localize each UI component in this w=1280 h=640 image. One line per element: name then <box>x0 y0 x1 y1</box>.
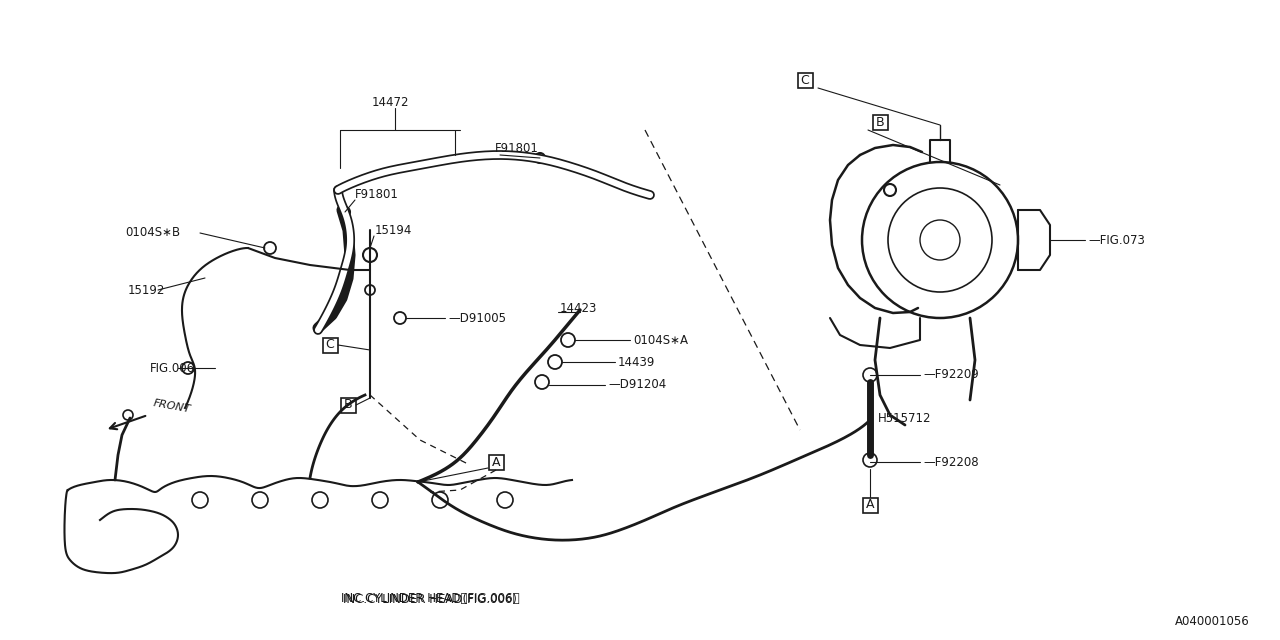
Text: A: A <box>865 499 874 511</box>
Text: —D91005: —D91005 <box>448 312 506 324</box>
Text: 15194: 15194 <box>375 223 412 237</box>
Circle shape <box>863 368 877 382</box>
Text: 0104S∗B: 0104S∗B <box>125 227 180 239</box>
Text: A040001056: A040001056 <box>1175 615 1251 628</box>
Circle shape <box>535 153 545 163</box>
Text: B: B <box>876 115 884 129</box>
Circle shape <box>340 207 349 217</box>
Text: FRONT: FRONT <box>152 399 191 415</box>
Text: INC.CYLINDER HEAD(FIG.006): INC.CYLINDER HEAD(FIG.006) <box>343 593 517 607</box>
Circle shape <box>394 312 406 324</box>
FancyBboxPatch shape <box>797 72 813 88</box>
Text: 14423: 14423 <box>561 301 598 314</box>
Text: F91801: F91801 <box>495 141 539 154</box>
Text: A: A <box>492 456 500 468</box>
FancyBboxPatch shape <box>489 454 503 470</box>
Text: —D91204: —D91204 <box>608 378 667 392</box>
Circle shape <box>863 453 877 467</box>
Text: B: B <box>344 399 352 412</box>
Text: —F92209: —F92209 <box>923 369 979 381</box>
FancyBboxPatch shape <box>863 497 878 513</box>
Circle shape <box>364 248 378 262</box>
Text: F91801: F91801 <box>355 189 399 202</box>
Text: FIG.006: FIG.006 <box>150 362 195 374</box>
Text: —F92208: —F92208 <box>923 456 979 468</box>
Text: —FIG.073: —FIG.073 <box>1088 234 1144 246</box>
Text: C: C <box>800 74 809 86</box>
Text: C: C <box>325 339 334 351</box>
Text: 14472: 14472 <box>371 97 408 109</box>
Text: 14439: 14439 <box>618 355 655 369</box>
Text: INC.CYLINDER HEAD〈FIG.006〉: INC.CYLINDER HEAD〈FIG.006〉 <box>340 591 520 605</box>
Text: H515712: H515712 <box>878 412 932 424</box>
FancyBboxPatch shape <box>323 337 338 353</box>
Text: 0104S∗A: 0104S∗A <box>634 333 689 346</box>
Text: 15192: 15192 <box>128 284 165 296</box>
FancyBboxPatch shape <box>873 115 887 129</box>
FancyBboxPatch shape <box>340 397 356 413</box>
